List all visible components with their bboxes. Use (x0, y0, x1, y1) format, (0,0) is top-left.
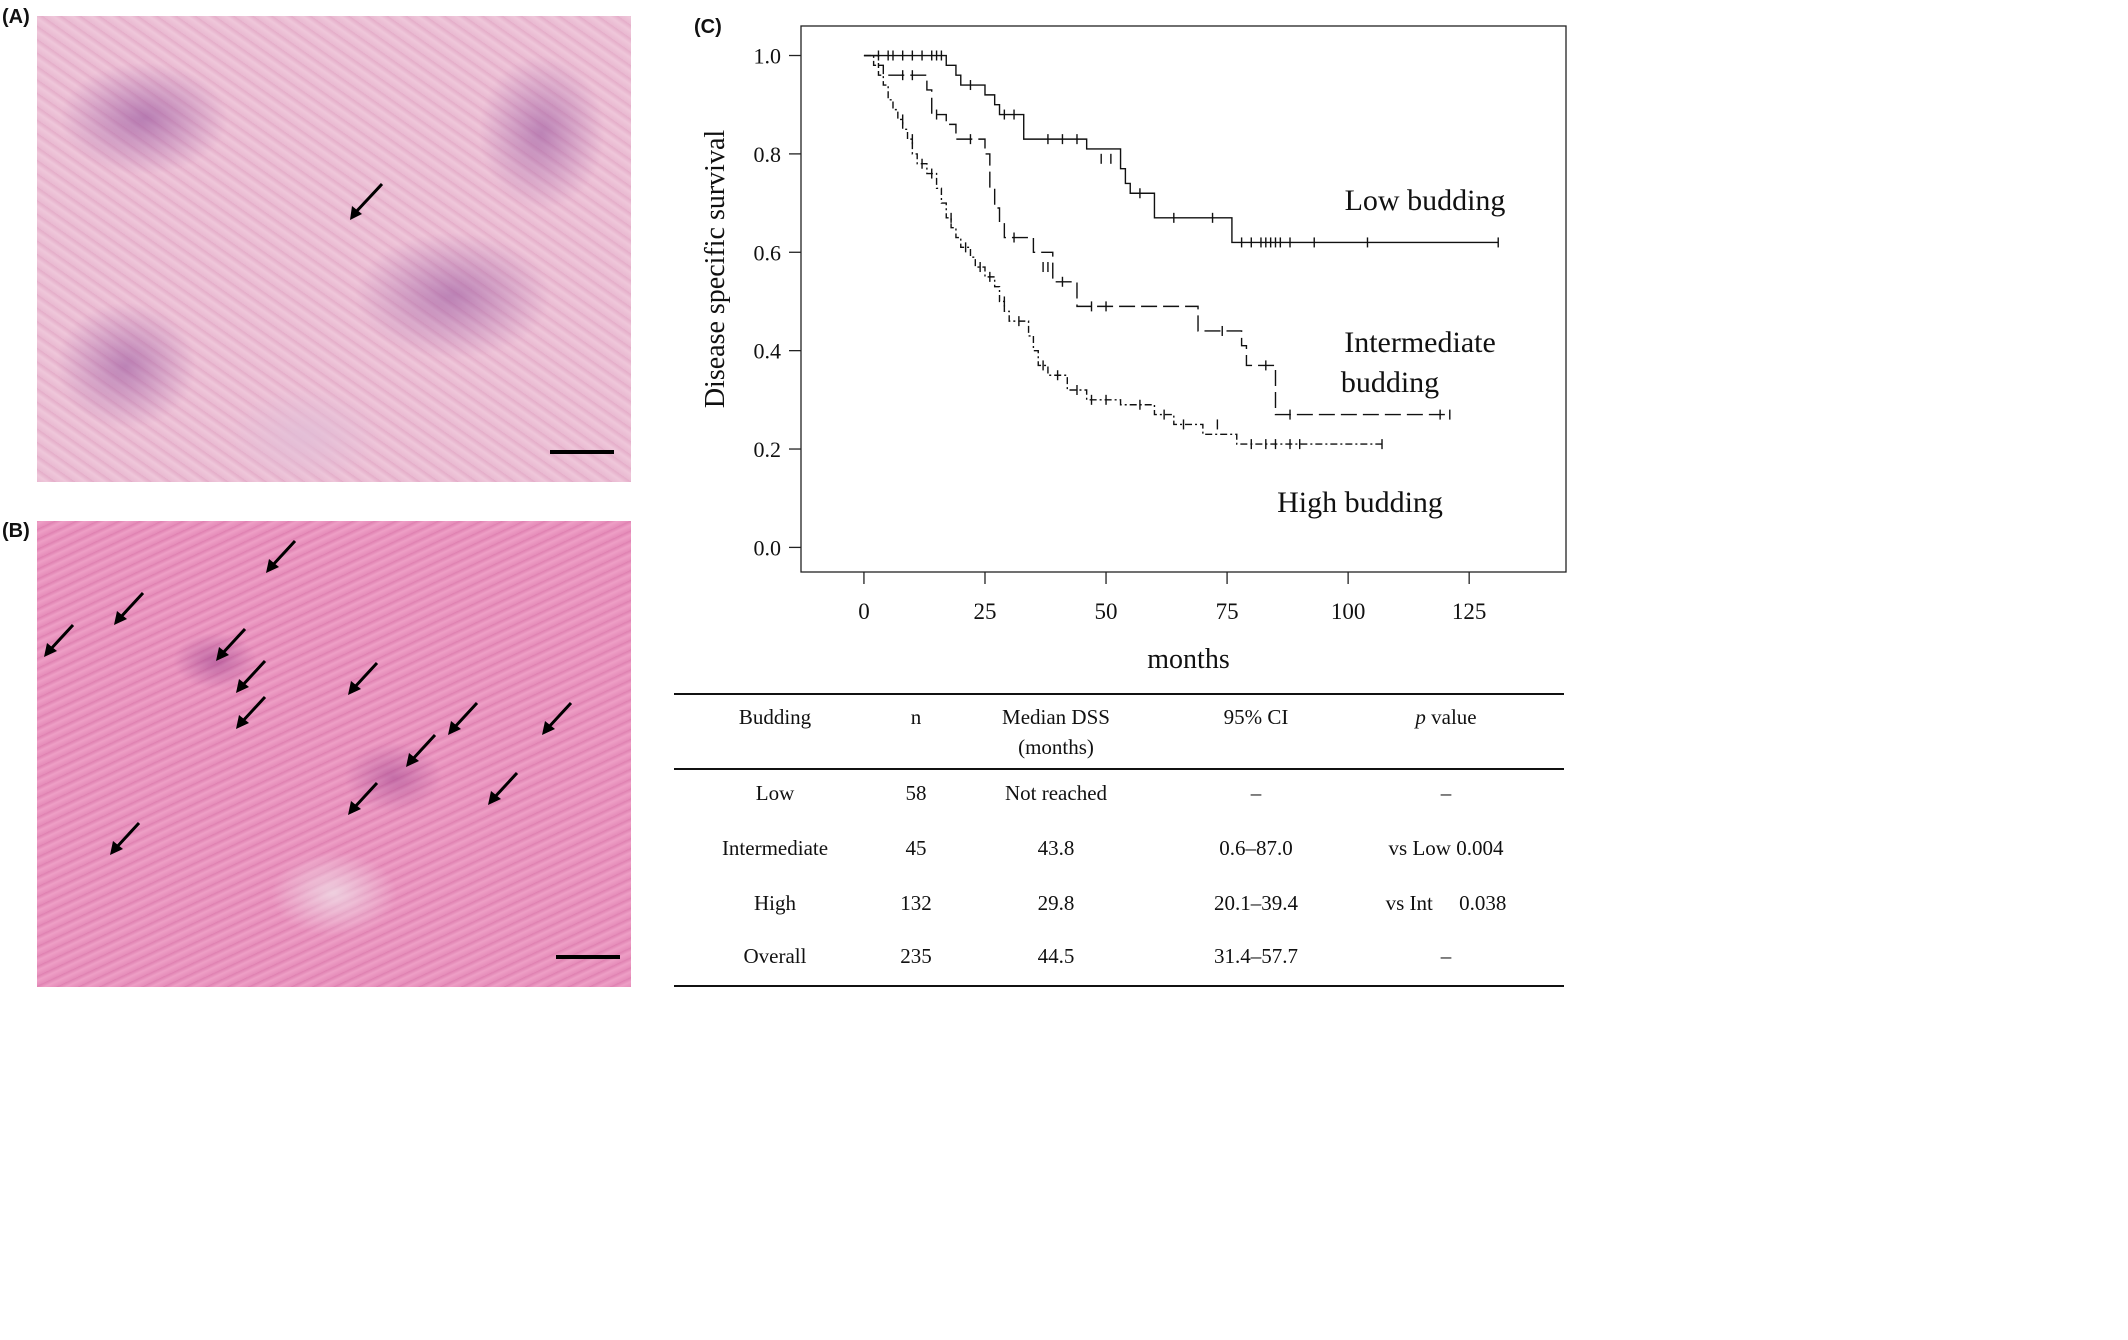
row-n: 58 (905, 781, 927, 805)
row-ci: 31.4–57.7 (1214, 944, 1298, 968)
scale-bar (556, 955, 620, 959)
header-p-value: p value (1354, 705, 1538, 730)
table-header-rule (674, 768, 1564, 770)
histology-image-b (37, 521, 631, 987)
tumor-bud-arrows (44, 539, 573, 855)
arrow-icon (348, 661, 379, 695)
row-p: – (1440, 944, 1452, 968)
row-median: Not reached (1004, 781, 1108, 805)
series-label: Low budding (1345, 184, 1506, 217)
header-median-line1: Median DSS (1002, 705, 1110, 729)
header-median-line2: (months) (1018, 735, 1094, 759)
x-tick-label: 100 (1331, 599, 1366, 624)
header-n: n (910, 705, 922, 729)
x-axis-label: months (1147, 644, 1229, 675)
arrow-icon (44, 623, 75, 657)
x-tick-label: 75 (1216, 599, 1239, 624)
row-ci: 20.1–39.4 (1214, 891, 1298, 915)
arrow-icon (542, 701, 573, 735)
x-tick-label: 25 (973, 599, 996, 624)
row-median: 29.8 (1037, 891, 1075, 915)
y-tick-label: 0.2 (754, 437, 782, 462)
arrow-icon (406, 733, 437, 767)
header-p-rest: value (1425, 705, 1477, 729)
scale-bar (550, 450, 614, 454)
row-ci: 0.6–87.0 (1219, 836, 1293, 860)
y-axis-label: Disease specific survival (700, 130, 731, 409)
series-line-dashdot (863, 54, 1383, 445)
y-tick-label: 0.6 (754, 240, 782, 265)
series-line-dashed (863, 54, 1450, 416)
y-tick-label: 0.0 (754, 535, 782, 560)
header-ci: 95% CI (1223, 705, 1289, 729)
x-tick-label: 50 (1095, 599, 1118, 624)
table-top-rule (674, 693, 1564, 695)
series-line-solid (863, 54, 1499, 244)
series-label: High budding (1277, 486, 1443, 519)
y-tick-label: 0.8 (754, 142, 782, 167)
table-bottom-rule (674, 985, 1564, 987)
row-p: – (1440, 781, 1452, 805)
plot-frame (800, 25, 1567, 573)
arrow-icon (216, 627, 247, 661)
panel-a-label: (A) (2, 6, 30, 28)
header-budding: Budding (738, 705, 812, 729)
arrow-icon (348, 781, 379, 815)
panel-c-label: (C) (694, 16, 722, 38)
panel-b-label: (B) (2, 520, 30, 542)
row-ci: – (1250, 781, 1262, 805)
arrow-icon (448, 701, 479, 735)
arrow-icon (110, 821, 141, 855)
row-budding: Low (755, 781, 795, 805)
arrow-icon (350, 182, 384, 220)
row-n: 235 (900, 944, 932, 968)
row-budding: Overall (743, 944, 807, 968)
series-label: Intermediate (1344, 326, 1496, 359)
row-median: 44.5 (1037, 944, 1075, 968)
row-budding: High (754, 891, 796, 915)
series-label: budding (1341, 366, 1439, 399)
histology-image-a (37, 16, 631, 482)
y-tick-label: 1.0 (754, 44, 782, 69)
row-n: 132 (900, 891, 932, 915)
survival-chart: 0.0 0.2 0.4 0.6 0.8 1.0 0 25 50 75 100 125 months Dis… (700, 25, 1567, 675)
row-p: vs Low 0.004 (1388, 836, 1504, 860)
arrow-icon (236, 695, 267, 729)
row-n: 45 (905, 836, 927, 860)
arrow-icon (488, 771, 519, 805)
arrow-icon (236, 659, 267, 693)
x-tick-label: 125 (1452, 599, 1487, 624)
row-p: vs Int 0.038 (1385, 891, 1507, 915)
row-budding: Intermediate (721, 836, 829, 860)
row-median: 43.8 (1037, 836, 1075, 860)
header-p-italic: p (1415, 705, 1426, 729)
y-tick-label: 0.4 (754, 339, 782, 364)
arrow-icon (266, 539, 297, 573)
arrow-icon (114, 591, 145, 625)
x-tick-label: 0 (858, 599, 870, 624)
